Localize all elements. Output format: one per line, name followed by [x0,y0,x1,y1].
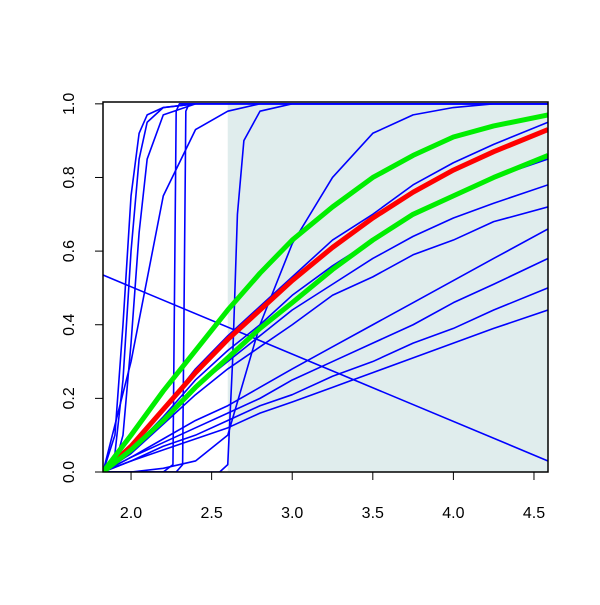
curve [103,287,548,472]
y-tick-label: 0.0 [61,461,78,483]
x-tick-label: 2.0 [120,505,142,522]
y-tick-label: 0.6 [61,240,78,262]
x-tick-label: 4.5 [523,505,545,522]
curve [103,103,548,472]
x-tick-label: 3.0 [281,505,303,522]
curve [103,309,548,472]
plot-area [103,102,548,472]
curve [103,206,548,472]
y-tick-label: 0.4 [61,314,78,336]
curve [103,103,548,472]
y-tick-label: 1.0 [61,93,78,115]
curve [103,257,548,472]
curve [103,103,548,472]
curve [103,103,548,472]
x-tick-label: 2.5 [201,505,223,522]
curve [103,112,548,472]
plot-box [102,101,549,473]
y-tick-label: 0.2 [61,387,78,409]
curve [103,127,548,472]
y-tick-label: 0.8 [61,166,78,188]
curve [103,274,548,462]
curve [103,228,548,472]
curve [103,153,548,472]
x-tick-label: 3.5 [362,505,384,522]
curve [103,103,548,472]
x-tick-label: 4.0 [442,505,464,522]
